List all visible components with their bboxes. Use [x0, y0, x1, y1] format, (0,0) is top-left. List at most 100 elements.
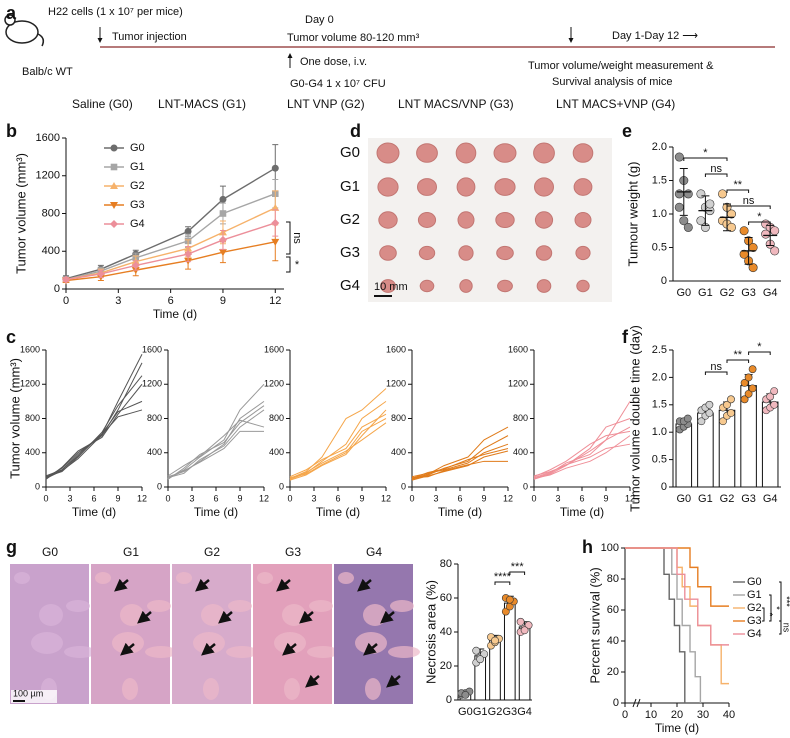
- tumour: [457, 211, 475, 229]
- significance-bracket: [769, 594, 772, 622]
- x-tick-label: 0: [409, 493, 414, 503]
- y-axis-label: Tumor volume double time (day): [627, 325, 642, 512]
- y-axis-label: Tumor volume (mm³): [13, 153, 28, 274]
- label: One dose, i.v.: [300, 56, 367, 68]
- arrow: [218, 610, 233, 624]
- x-tick-label: G3: [502, 706, 517, 718]
- significance-bracket: [779, 581, 782, 622]
- y-tick-label: 0.5: [652, 241, 667, 253]
- legend-label: G2: [747, 602, 762, 614]
- y-tick-label: 800: [269, 413, 284, 423]
- point: [770, 226, 780, 236]
- significance-bracket: [748, 351, 771, 355]
- group-label: LNT VNP (G2): [287, 97, 365, 111]
- arrow: [195, 578, 210, 592]
- panel-label: a: [6, 3, 17, 23]
- tissue-region: [147, 600, 171, 612]
- tissue-region: [282, 604, 306, 626]
- point: [461, 691, 470, 699]
- series-line: [167, 405, 265, 480]
- legend-label: G2: [130, 180, 145, 192]
- series-line: [289, 388, 387, 479]
- x-axis-label: Time (d): [655, 721, 699, 735]
- tumour: [417, 178, 437, 196]
- series-line: [45, 354, 143, 479]
- mouse-ear: [4, 14, 16, 26]
- point: [674, 189, 684, 199]
- legend-label: G1: [130, 161, 145, 173]
- tumour: [534, 211, 554, 229]
- x-axis-label: Time (d): [153, 307, 197, 321]
- tumour: [379, 245, 397, 261]
- tumour: [417, 212, 437, 228]
- x-tick-label: G4: [517, 706, 532, 718]
- tissue-region: [193, 632, 225, 654]
- x-axis-label: Time (d): [72, 505, 116, 519]
- point: [679, 216, 689, 226]
- mouse-icon: [5, 20, 39, 44]
- tissue-region: [309, 600, 333, 612]
- marker: [96, 269, 105, 278]
- x-tick-label: G2: [720, 287, 735, 299]
- series-line: [411, 447, 509, 479]
- x-tick-label: 12: [381, 493, 391, 503]
- x-tick-label: 0: [287, 493, 292, 503]
- tissue-region: [201, 604, 225, 626]
- series-line: [411, 460, 508, 479]
- marker: [271, 164, 279, 172]
- panel-label: e: [622, 121, 632, 141]
- tissue-region: [274, 632, 306, 654]
- scale-bg: [11, 690, 57, 703]
- point: [696, 189, 706, 199]
- y-tick-label: 80: [440, 558, 452, 570]
- legend-marker: [110, 220, 118, 228]
- tumour: [495, 212, 515, 228]
- tissue-region: [122, 678, 138, 700]
- y-tick-label: 2.0: [652, 371, 667, 383]
- marker: [219, 210, 227, 217]
- tissue-region: [257, 572, 273, 584]
- x-tick-label: 0: [43, 493, 48, 503]
- tumour: [455, 142, 477, 164]
- tissue-region: [284, 678, 300, 700]
- x-tick-label: G1: [698, 493, 713, 505]
- y-tick-label: 40: [607, 635, 619, 647]
- series-line: [45, 400, 143, 477]
- schematic: H22 cells (1 x 10⁷ per mice) Tumor injec…: [4, 6, 775, 111]
- x-tick-label: 3: [67, 493, 72, 503]
- group-label: LNT-MACS (G1): [158, 97, 246, 111]
- y-tick-label: 1600: [36, 132, 60, 144]
- sd-bar: [679, 167, 688, 216]
- legend-label: G1: [747, 589, 762, 601]
- x-tick-label: 3: [433, 493, 438, 503]
- point: [683, 222, 693, 232]
- x-tick-label: 12: [259, 493, 269, 503]
- series-line: [65, 241, 276, 282]
- point: [723, 400, 731, 409]
- y-tick-label: 1.0: [652, 208, 667, 220]
- y-tick-label: 400: [147, 447, 162, 457]
- x-tick-label: 6: [457, 493, 462, 503]
- y-tick-label: 0: [157, 481, 162, 491]
- x-tick-label: 0: [531, 493, 536, 503]
- sd-bar: [701, 195, 710, 226]
- panel-label: d: [350, 121, 361, 141]
- row-label: G3: [340, 244, 360, 261]
- significance-label: ***: [511, 561, 525, 573]
- x-tick-label: 12: [137, 493, 147, 503]
- y-tick-label: 0: [661, 275, 667, 287]
- row-label: G4: [340, 277, 360, 294]
- y-tick-label: 60: [607, 604, 619, 616]
- x-axis-label: Time (d): [560, 505, 604, 519]
- y-tick-label: 400: [269, 447, 284, 457]
- point: [748, 263, 758, 273]
- tissue-region: [120, 604, 144, 626]
- y-tick-label: 1600: [264, 344, 284, 354]
- x-axis-label: Time (d): [438, 505, 482, 519]
- y-tick-label: 400: [42, 245, 60, 257]
- y-tick-label: 800: [147, 413, 162, 423]
- series-line: [65, 193, 276, 281]
- legend-marker: [110, 202, 118, 209]
- tumour: [573, 178, 593, 196]
- x-tick-label: 3: [115, 295, 121, 307]
